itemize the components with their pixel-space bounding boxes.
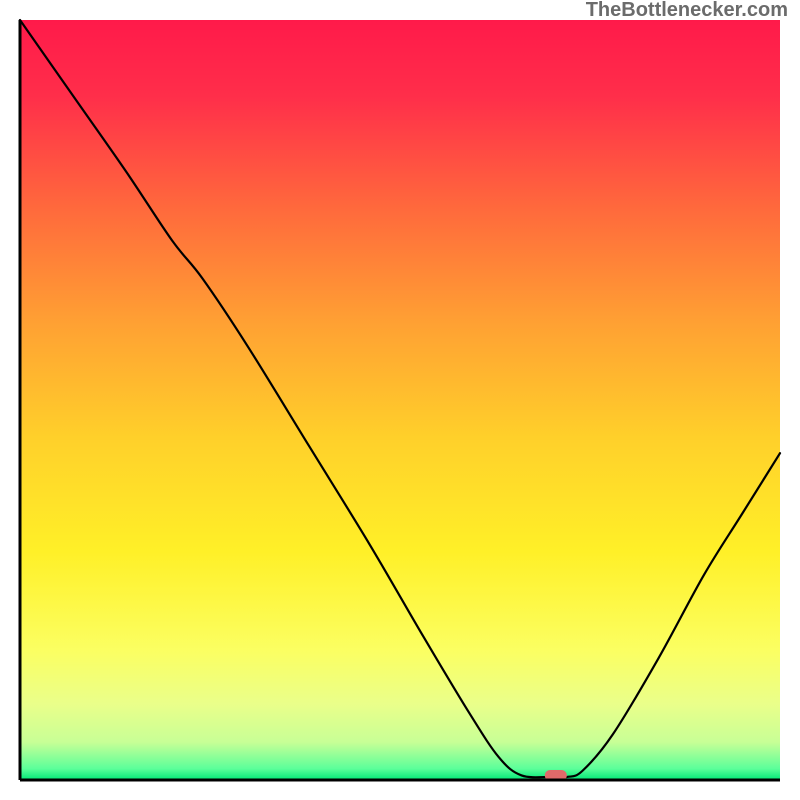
plot-background (20, 20, 780, 780)
bottleneck-chart: TheBottlenecker.com (0, 0, 800, 800)
watermark-text: TheBottlenecker.com (586, 0, 788, 21)
